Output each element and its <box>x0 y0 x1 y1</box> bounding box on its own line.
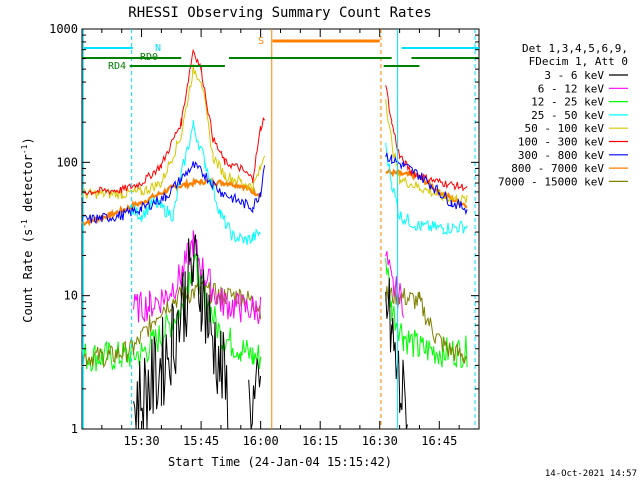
y-tick-label: 100 <box>56 155 78 169</box>
series-group <box>81 49 468 430</box>
flag-label: S <box>258 36 264 47</box>
legend-label: 50 - 100 keV <box>525 122 605 135</box>
y-tick-label: 1000 <box>49 22 78 36</box>
legend-label: 800 - 7000 keV <box>511 162 604 175</box>
legend-label: 3 - 6 keV <box>544 69 604 82</box>
legend-header: FDecim 1, Att 0 <box>529 55 628 68</box>
series-line-k6_12 <box>133 230 405 325</box>
footer-date: 14-Oct-2021 14:57 <box>545 469 637 479</box>
x-tick-label: 16:30 <box>362 434 398 448</box>
series-line-k7000_15000 <box>81 280 468 369</box>
axes-ticks: 1 10 100 1000 15:30 15:45 16:00 16:15 16:30 16:45 <box>49 22 479 448</box>
legend: Det 1,3,4,5,6,9,FDecim 1, Att 03 - 6 keV… <box>498 42 628 188</box>
plot-frame <box>81 28 480 430</box>
x-tick-label: 16:45 <box>421 434 457 448</box>
y-tick-label: 10 <box>64 289 78 303</box>
legend-label: 6 - 12 keV <box>538 82 605 95</box>
legend-label: 7000 - 15000 keV <box>498 175 604 188</box>
legend-header: Det 1,3,4,5,6,9, <box>522 42 628 55</box>
x-axis-label: Start Time (24-Jan-04 15:15:42) <box>168 455 392 469</box>
series-line-k800_7000 <box>81 167 468 227</box>
y-tick-label: 1 <box>71 422 78 436</box>
legend-label: 300 - 800 keV <box>518 149 604 162</box>
series-line-k3_6 <box>133 234 408 430</box>
series-line-k12_25 <box>81 253 468 372</box>
series-line-k300_800 <box>81 152 468 225</box>
flag-label: RD0 <box>140 52 158 63</box>
x-tick-label: 15:30 <box>123 434 159 448</box>
y-axis-label: Count Rate (s-1 detector-1) <box>20 137 35 322</box>
legend-label: 12 - 25 keV <box>531 96 604 109</box>
chart-title: RHESSI Observing Summary Count Rates <box>128 5 431 21</box>
flag-label: RD4 <box>108 61 126 72</box>
legend-label: 25 - 50 keV <box>531 109 604 122</box>
series-line-k100_300 <box>81 49 468 196</box>
x-tick-label: 16:15 <box>302 434 338 448</box>
legend-label: 100 - 300 keV <box>518 136 604 149</box>
x-tick-label: 16:00 <box>243 434 279 448</box>
series-line-k50_100 <box>81 64 468 205</box>
flag-label: N <box>155 43 161 54</box>
x-tick-label: 15:45 <box>183 434 219 448</box>
